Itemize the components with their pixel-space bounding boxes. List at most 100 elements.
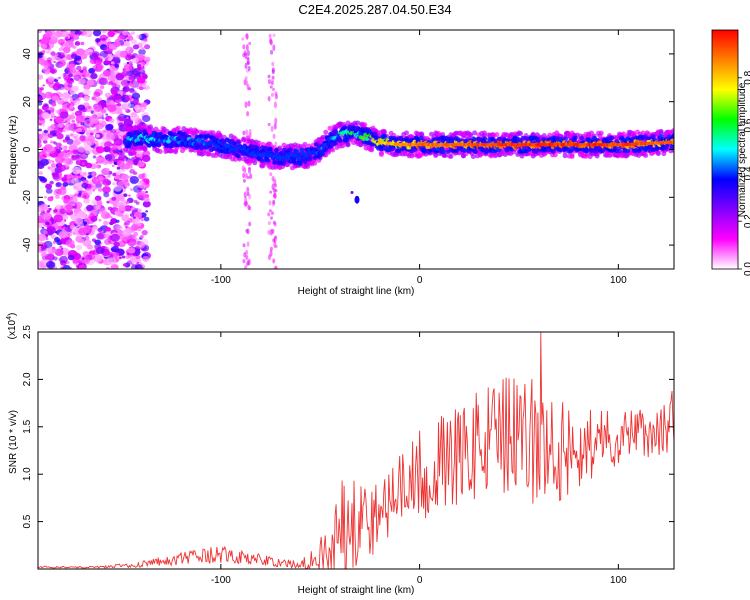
noise-speckle: [92, 129, 98, 134]
track-mid: [573, 135, 578, 141]
noise-speckle: [126, 69, 134, 77]
noise-speckle: [143, 38, 148, 42]
noise-speckle: [39, 176, 46, 182]
track-mid: [255, 146, 260, 151]
noise-speckle: [88, 67, 96, 74]
noise-speckle: [50, 51, 56, 56]
noise-speckle: [42, 212, 52, 220]
snr-series-line: [38, 332, 674, 569]
track-halo: [267, 141, 273, 147]
noise-speckle: [81, 182, 89, 189]
noise-speckle: [75, 124, 80, 127]
spectrogram-ylabel: Frequency (Hz): [8, 116, 19, 185]
noise-streak: [248, 167, 252, 174]
noise-speckle: [91, 187, 95, 190]
noise-speckle: [38, 143, 43, 148]
noise-streak: [271, 69, 275, 75]
noise-streak: [269, 172, 273, 177]
noise-streak: [274, 93, 278, 100]
noise-speckle: [122, 263, 127, 267]
track-halo: [442, 152, 448, 158]
noise-speckle: [38, 221, 43, 229]
noise-streak: [273, 101, 277, 109]
noise-speckle: [105, 123, 114, 131]
track-halo: [136, 123, 142, 129]
noise-speckle: [111, 143, 115, 146]
noise-speckle: [71, 53, 78, 59]
noise-speckle: [79, 262, 83, 266]
noise-speckle: [38, 117, 46, 125]
noise-speckle: [110, 61, 115, 65]
noise-speckle: [144, 85, 150, 91]
noise-speckle: [112, 182, 116, 186]
noise-streak: [270, 216, 274, 220]
noise-speckle: [40, 252, 47, 258]
noise-speckle: [130, 80, 140, 88]
noise-streak: [244, 265, 248, 269]
track-mid: [609, 135, 615, 141]
noise-speckle: [137, 181, 146, 189]
noise-speckle: [119, 149, 123, 153]
noise-speckle: [70, 78, 74, 81]
noise-speckle: [95, 38, 101, 43]
noise-speckle: [145, 210, 149, 213]
noise-streak: [271, 228, 275, 234]
snr-marks: [38, 332, 674, 569]
noise-speckle: [79, 135, 86, 142]
noise-speckle: [57, 164, 66, 172]
track-mid: [288, 147, 294, 152]
track-halo: [658, 129, 664, 135]
noise-speckle: [140, 218, 144, 222]
noise-streak: [274, 265, 278, 269]
noise-streak: [245, 33, 249, 40]
track-halo: [362, 122, 368, 128]
track-mid: [600, 149, 605, 154]
noise-speckle: [125, 255, 131, 259]
noise-speckle: [60, 176, 68, 182]
noise-speckle: [139, 86, 144, 91]
track-mid: [320, 151, 326, 157]
noise-speckle: [114, 63, 120, 68]
noise-speckle: [93, 97, 98, 101]
noise-speckle: [45, 30, 53, 37]
track-mid: [262, 146, 268, 151]
track-halo: [323, 129, 329, 135]
noise-speckle: [107, 38, 111, 41]
track-mid: [445, 149, 451, 155]
noise-speckle: [126, 159, 134, 166]
noise-speckle: [64, 152, 71, 158]
noise-speckle: [80, 256, 91, 265]
noise-speckle: [116, 166, 121, 170]
noise-streak: [271, 175, 275, 182]
noise-speckle: [67, 83, 73, 88]
noise-speckle: [63, 198, 70, 204]
track-mid: [181, 131, 187, 137]
noise-streak: [245, 44, 249, 51]
noise-speckle: [46, 146, 56, 154]
track-halo: [547, 132, 553, 138]
noise-speckle: [140, 108, 145, 113]
noise-speckle: [127, 80, 131, 84]
noise-speckle: [38, 171, 44, 176]
noise-streak: [243, 167, 247, 174]
snr-xtick-label: 0: [417, 575, 423, 586]
noise-speckle: [83, 197, 91, 204]
noise-streak: [244, 52, 248, 60]
noise-streak: [246, 186, 250, 193]
noise-speckle: [68, 109, 72, 112]
noise-speckle: [80, 122, 85, 126]
noise-speckle: [143, 188, 147, 191]
noise-speckle: [55, 109, 60, 114]
noise-speckle: [83, 95, 90, 102]
noise-streak: [272, 193, 276, 198]
track-halo: [327, 125, 333, 131]
noise-speckle: [110, 233, 121, 242]
noise-speckle: [121, 173, 129, 181]
noise-speckle: [143, 216, 150, 222]
noise-speckle: [129, 113, 140, 122]
noise-speckle: [72, 81, 75, 84]
noise-speckle: [115, 174, 121, 180]
noise-speckle: [65, 134, 70, 138]
noise-streak: [272, 33, 276, 38]
